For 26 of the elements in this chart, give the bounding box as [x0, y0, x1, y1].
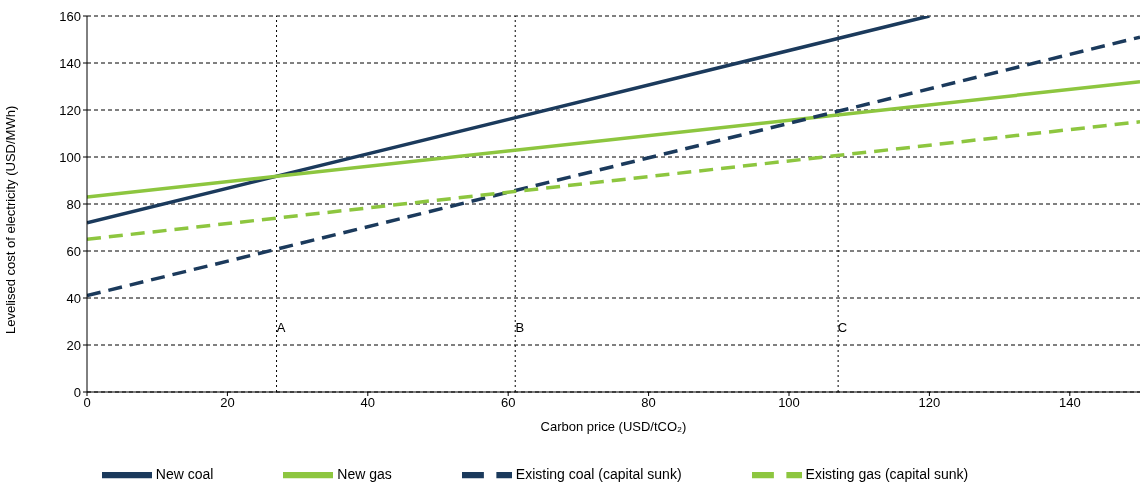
- legend-label: Existing coal (capital sunk): [515, 465, 682, 482]
- y-tick-label: 160: [59, 8, 81, 24]
- x-axis-title: Carbon price (USD/tCO₂): [540, 419, 687, 435]
- y-tick-label: 60: [66, 243, 81, 259]
- x-tick-label: 20: [220, 395, 235, 411]
- x-tick-label: 80: [641, 395, 656, 411]
- y-tick-label: 0: [73, 384, 81, 400]
- y-tick-label: 20: [66, 337, 81, 353]
- x-tick-label: 0: [83, 395, 91, 411]
- y-axis-title: Levelised cost of electricity (USD/MWh): [2, 105, 18, 334]
- legend-label: Existing gas (capital sunk): [805, 465, 969, 482]
- x-tick-label: 100: [778, 395, 800, 411]
- y-tick-label: 80: [66, 196, 81, 212]
- x-tick-label: 140: [1058, 395, 1081, 411]
- ref-line-label: B: [515, 320, 525, 335]
- x-tick-label: 40: [360, 395, 376, 411]
- y-tick-label: 120: [59, 102, 81, 118]
- y-tick-label: 140: [59, 55, 81, 71]
- y-tick-label: 40: [66, 290, 81, 306]
- ref-line-label: A: [276, 320, 286, 335]
- y-tick-label: 100: [59, 149, 81, 165]
- x-tick-label: 120: [918, 395, 941, 411]
- x-tick-label: 60: [500, 395, 516, 411]
- ref-line-label: C: [837, 320, 848, 335]
- legend-label: New gas: [337, 465, 392, 482]
- legend-label: New coal: [155, 465, 214, 482]
